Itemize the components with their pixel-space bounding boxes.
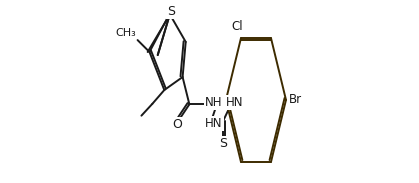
Text: S: S [219,137,227,150]
Text: Cl: Cl [232,20,243,33]
Text: CH₃: CH₃ [115,28,136,38]
Text: NH: NH [205,96,222,109]
Text: HN: HN [226,96,244,109]
Text: S: S [168,5,176,18]
Text: Br: Br [289,93,303,107]
Text: O: O [172,118,182,131]
Text: HN: HN [205,117,223,130]
